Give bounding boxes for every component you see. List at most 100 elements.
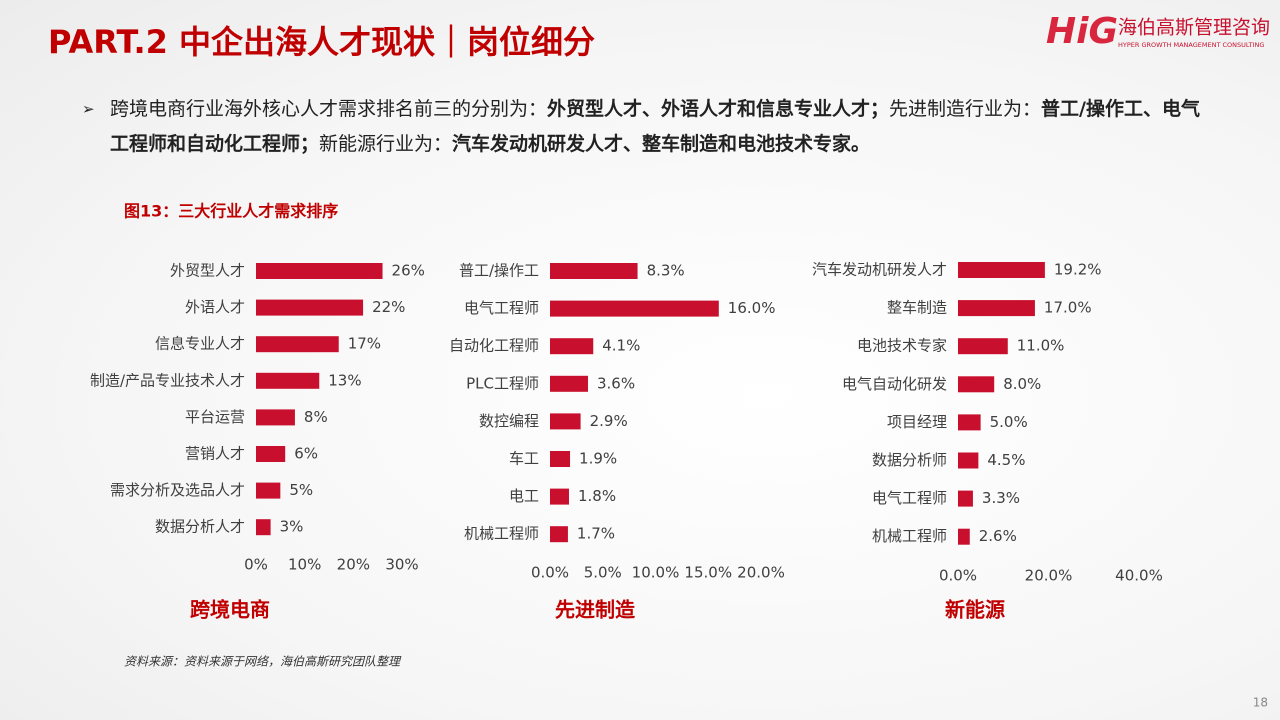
category-label: 信息专业人才 — [155, 335, 245, 353]
category-label: 数控编程 — [479, 412, 539, 430]
category-label: 制造/产品专业技术人才 — [90, 371, 245, 389]
value-label: 2.6% — [979, 527, 1017, 545]
value-label: 16.0% — [728, 299, 776, 317]
x-tick-label: 0.0% — [939, 567, 977, 585]
category-label: 普工/操作工 — [459, 262, 539, 280]
category-label: 汽车发动机研发人才 — [812, 261, 947, 279]
logo-mark: HiG — [1046, 11, 1118, 52]
value-label: 26% — [392, 262, 425, 280]
x-tick-label: 10% — [288, 556, 321, 574]
category-label: 车工 — [509, 450, 539, 468]
x-tick-label: 30% — [385, 556, 418, 574]
x-tick-label: 0% — [244, 556, 268, 574]
value-label: 5.0% — [990, 413, 1028, 431]
value-label: 8.0% — [1003, 375, 1041, 393]
bar — [550, 451, 571, 467]
bar — [256, 372, 320, 389]
bullet-run: 新能源行业为： — [319, 133, 453, 155]
value-label: 8.3% — [647, 262, 685, 280]
bar — [256, 409, 295, 426]
bar — [958, 490, 973, 507]
bar — [550, 413, 581, 430]
bar — [550, 526, 568, 543]
category-label: 需求分析及选品人才 — [110, 481, 245, 499]
bullet-arrow: ➢ — [82, 100, 95, 118]
x-tick-label: 15.0% — [684, 564, 732, 582]
value-label: 4.5% — [987, 451, 1025, 469]
x-tick-label: 20% — [337, 556, 370, 574]
x-tick-label: 0.0% — [531, 564, 569, 582]
category-label: 外贸型人才 — [170, 262, 245, 280]
bar — [256, 519, 271, 536]
bar — [958, 528, 970, 545]
value-label: 4.1% — [602, 337, 640, 355]
x-tick-label: 40.0% — [1115, 567, 1163, 585]
bar — [958, 262, 1045, 278]
bar — [958, 452, 979, 469]
bullet-run: 外贸型人才、外语人才和信息专业人才； — [547, 98, 890, 120]
value-label: 3.6% — [597, 374, 635, 392]
bullet-run: 普工/操作工、电气工程师和自动化工程师； — [110, 98, 1200, 155]
bar — [256, 299, 364, 316]
bar — [256, 263, 383, 279]
bar — [256, 336, 339, 353]
category-label: 电气工程师 — [464, 299, 539, 317]
slide-title: PART.2 中企出海人才现状｜岗位细分 — [48, 23, 595, 61]
category-label: 营销人才 — [185, 445, 245, 463]
value-label: 1.9% — [579, 450, 617, 468]
page-number: 18 — [1253, 696, 1268, 710]
bar — [550, 263, 638, 279]
category-label: 数据分析师 — [872, 451, 947, 469]
category-label: 机械工程师 — [464, 525, 539, 543]
value-label: 3.3% — [982, 489, 1020, 507]
category-label: 外语人才 — [185, 298, 245, 316]
source-note: 资料来源：资料来源于网络，海伯高斯研究团队整理 — [124, 655, 402, 669]
value-label: 13% — [328, 371, 361, 389]
x-tick-label: 20.0% — [737, 564, 785, 582]
category-label: 电气自动化研发 — [842, 375, 947, 393]
category-label: 数据分析人才 — [155, 518, 245, 536]
value-label: 1.7% — [577, 525, 615, 543]
category-label: 电气工程师 — [872, 489, 947, 507]
bullet-run: 先进制造行业为： — [889, 98, 1042, 120]
value-label: 17.0% — [1044, 299, 1092, 317]
x-tick-label: 10.0% — [632, 564, 680, 582]
category-label: 自动化工程师 — [449, 337, 539, 355]
chart-title: 新能源 — [945, 598, 1005, 622]
bar — [550, 375, 588, 392]
chart-title: 先进制造 — [555, 598, 636, 622]
value-label: 19.2% — [1054, 261, 1102, 279]
bullet-run: 跨境电商行业海外核心人才需求排名前三的分别为： — [110, 98, 548, 120]
category-label: 电工 — [509, 487, 539, 505]
bar — [550, 300, 719, 317]
bar — [958, 300, 1035, 317]
category-label: 机械工程师 — [872, 527, 947, 545]
figure-title: 图13：三大行业人才需求排序 — [124, 202, 338, 221]
category-label: 项目经理 — [887, 413, 947, 431]
bar — [550, 338, 594, 355]
logo-tagline: HYPER GROWTH MANAGEMENT CONSULTING — [1118, 41, 1264, 49]
bullet-run: 汽车发动机研发人才、整车制造和电池技术专家。 — [452, 133, 871, 155]
bar — [550, 488, 569, 505]
value-label: 3% — [280, 518, 304, 536]
value-label: 17% — [348, 335, 381, 353]
bullet-text: ➢ 跨境电商行业海外核心人才需求排名前三的分别为：外贸型人才、外语人才和信息专业人… — [82, 92, 1212, 162]
value-label: 22% — [372, 298, 405, 316]
value-label: 6% — [294, 445, 318, 463]
category-label: 平台运营 — [185, 408, 245, 426]
category-label: 整车制造 — [887, 299, 947, 317]
logo-name: 海伯高斯管理咨询 — [1118, 17, 1270, 39]
bar — [958, 376, 995, 393]
x-tick-label: 20.0% — [1025, 567, 1073, 585]
value-label: 1.8% — [578, 487, 616, 505]
bar — [256, 482, 281, 499]
value-label: 2.9% — [590, 412, 628, 430]
chart-title: 跨境电商 — [190, 598, 270, 622]
bar — [958, 414, 981, 431]
value-label: 11.0% — [1017, 337, 1065, 355]
x-tick-label: 5.0% — [584, 564, 622, 582]
bar — [256, 446, 286, 462]
category-label: PLC工程师 — [466, 374, 539, 392]
